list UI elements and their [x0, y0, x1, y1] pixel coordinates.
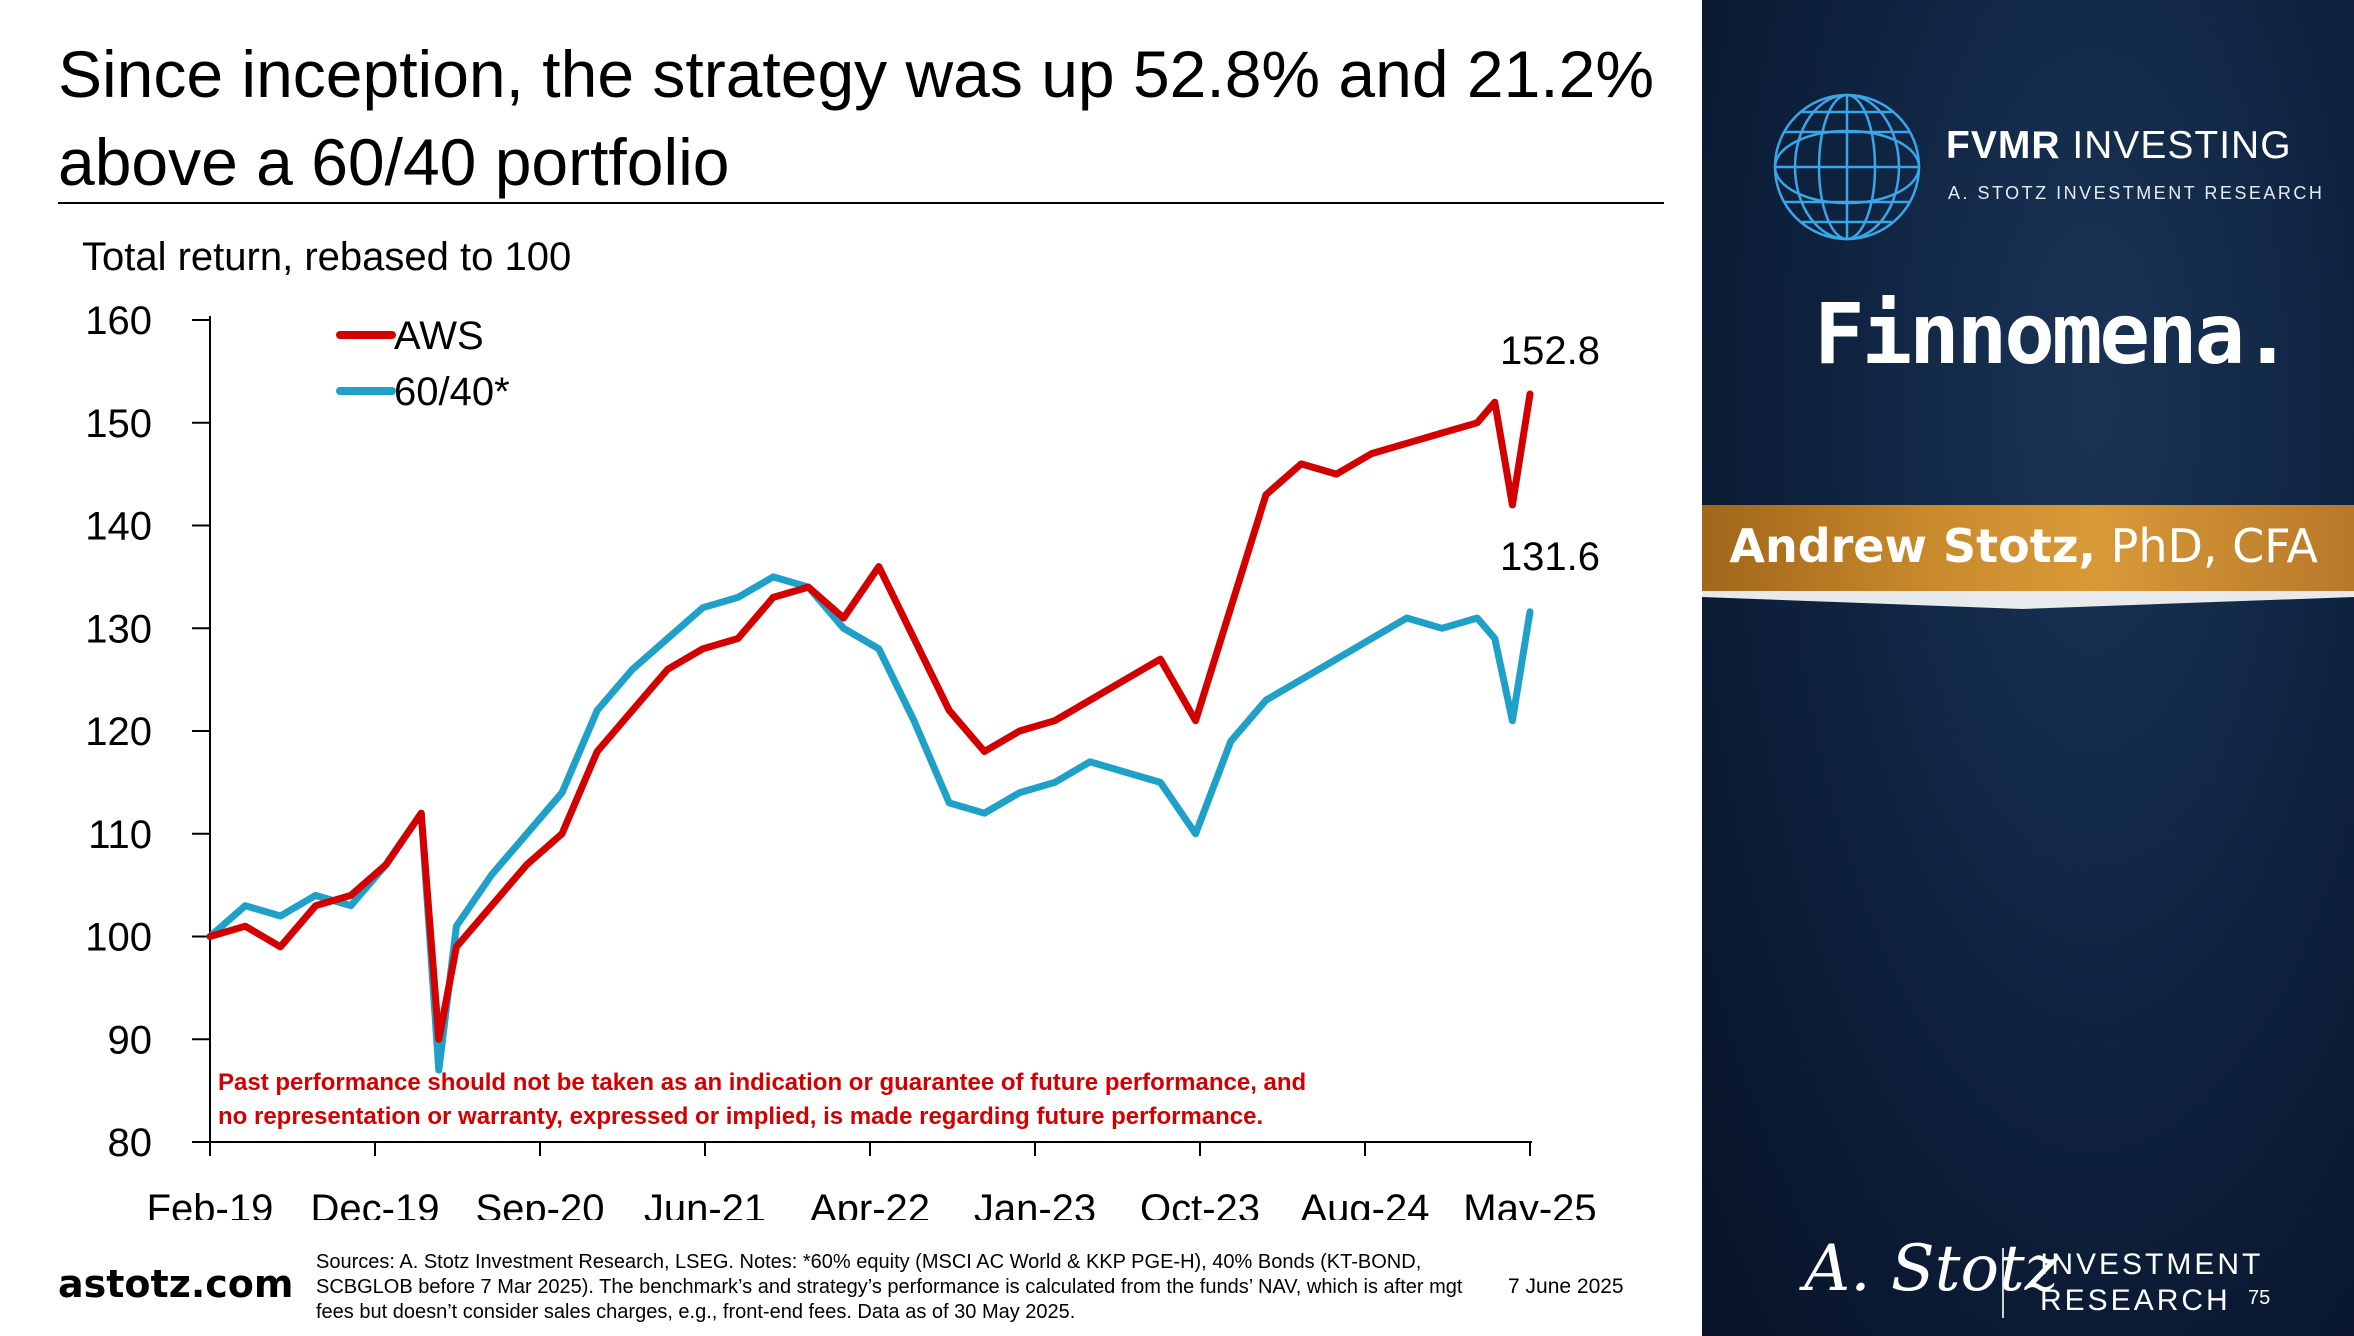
x-tick-label: Dec-19	[311, 1187, 440, 1220]
investment-research-line1: INVESTMENT	[2040, 1248, 2264, 1281]
legend-label: AWS	[394, 314, 484, 358]
footer-brand[interactable]: astotz.com	[58, 1262, 294, 1306]
y-tick-label: 110	[88, 813, 152, 857]
end-value-label: 131.6	[1500, 535, 1600, 579]
chart-subtitle: Total return, rebased to 100	[82, 235, 571, 279]
slide-content: Since inception, the strategy was up 52.…	[0, 37, 1702, 1323]
logo-divider	[2002, 1248, 2004, 1318]
sidebar-panel: FVMR INVESTING A. STOTZ INVESTMENT RESEA…	[1702, 0, 2354, 1336]
legend-label: 60/40*	[394, 370, 510, 414]
y-tick-label: 90	[108, 1018, 153, 1062]
y-tick-label: 130	[85, 607, 152, 651]
globe-icon	[1773, 93, 1921, 241]
y-tick-label: 80	[108, 1121, 153, 1165]
series-line-benchmark	[206, 573, 1534, 1074]
band-shadow	[1702, 591, 2354, 609]
x-tick-label: Sep-20	[476, 1187, 605, 1220]
x-tick-label: Oct-23	[1140, 1187, 1260, 1220]
x-tick-label: Apr-22	[810, 1187, 930, 1220]
disclaimer-line: no representation or warranty, expressed…	[218, 1103, 1263, 1130]
disclaimer-line: Past performance should not be taken as …	[218, 1069, 1306, 1096]
y-tick-label: 140	[85, 505, 152, 549]
title-divider	[58, 202, 1664, 204]
presenter-name: Andrew Stotz, PhD, CFA	[1729, 519, 2318, 573]
x-tick-label: Aug-24	[1301, 1187, 1430, 1220]
fvmr-logo-subtitle: A. STOTZ INVESTMENT RESEARCH	[1948, 183, 2325, 203]
sources-note: Sources: A. Stotz Investment Research, L…	[316, 1251, 1463, 1323]
slide-title: Since inception, the strategy was up 52.…	[58, 37, 1655, 199]
series-line-aws	[206, 390, 1534, 1043]
x-tick-label: Jun-21	[644, 1187, 766, 1220]
y-tick-label: 100	[85, 916, 152, 960]
x-tick-label: Feb-19	[147, 1187, 274, 1220]
x-tick-label: May-25	[1463, 1187, 1596, 1220]
presenter-band: Andrew Stotz, PhD, CFA	[1702, 505, 2354, 591]
report-date: 7 June 2025	[1508, 1275, 1624, 1298]
end-value-label: 152.8	[1500, 329, 1600, 373]
line-chart: Total return, rebased to 100 80 90 100 110 12…	[82, 235, 1600, 1220]
y-tick-label: 120	[85, 710, 152, 754]
fvmr-logo-text: FVMR INVESTING	[1946, 124, 2292, 167]
finnomena-logo: Finnomena.	[1814, 285, 2293, 383]
signature-logo: A. Stotz	[1804, 1232, 2059, 1306]
page-number: 75	[2248, 1287, 2271, 1309]
x-tick-label: Jan-23	[974, 1187, 1096, 1220]
y-tick-label: 160	[85, 299, 152, 343]
chart-area: Total return, rebased to 100 80 90 100 110 12…	[0, 220, 1702, 1220]
y-tick-label: 150	[85, 402, 152, 446]
investment-research-line2: RESEARCH	[2040, 1284, 2231, 1317]
